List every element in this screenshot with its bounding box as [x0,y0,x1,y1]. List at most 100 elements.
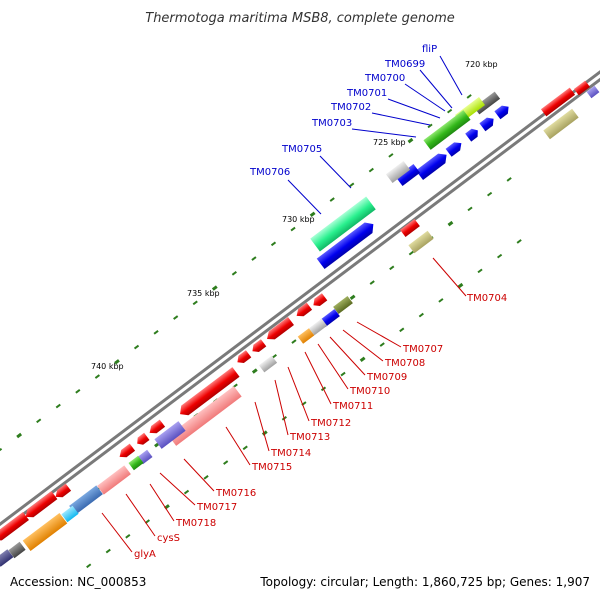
gene-label-tm0709[interactable]: TM0709 [366,372,407,383]
accession-label: Accession: NC_000853 [10,575,146,589]
leader-tm0700 [404,83,446,112]
gene-label-flip[interactable]: fliP [422,44,437,55]
feature-khaki-right[interactable] [543,108,579,140]
tick-mark [153,329,159,335]
gene-label-tm0711[interactable]: TM0711 [332,401,373,412]
feature-tm0717[interactable] [128,455,144,471]
feature-tm0704b[interactable] [408,230,434,254]
kbp-725: 725 kbp [373,138,406,147]
feature-red-g[interactable] [117,443,136,461]
feature-tm0718[interactable] [97,465,131,495]
feature-red-i[interactable] [23,491,58,521]
feature-tm0703b[interactable] [415,150,450,181]
tick-mark [309,211,316,218]
tick-mark [408,250,414,256]
tick-mark [291,339,297,344]
feature-red-e[interactable] [235,350,252,366]
feature-purple-right[interactable] [586,85,600,99]
feature-tm0707[interactable] [333,295,353,315]
gene-label-tm0716[interactable]: TM0716 [215,488,256,499]
feature-red-a[interactable] [311,293,328,309]
feature-red-d[interactable] [250,339,267,355]
tick-mark [231,271,237,276]
gene-label-tm0718[interactable]: TM0718 [175,518,216,529]
feature-tm0711[interactable] [258,355,278,373]
gene-label-tm0712[interactable]: TM0712 [310,418,351,429]
feature-navy-low[interactable] [0,549,14,567]
feature-tm0703[interactable] [445,139,465,157]
tick-mark [270,241,277,247]
feature-tm0704[interactable] [400,218,420,238]
map-title: Thermotoga maritima MSB8, complete genom… [145,11,454,26]
gene-label-tm0700[interactable]: TM0700 [364,73,405,84]
tick-mark [0,447,3,452]
feature-tm0712[interactable] [176,367,240,419]
gene-label-tm0707[interactable]: TM0707 [402,344,443,355]
tick-mark [389,265,395,271]
gene-label-tm0708[interactable]: TM0708 [384,358,425,369]
feature-tm0715[interactable] [147,419,166,437]
tick-mark [496,253,503,259]
tick-mark [447,220,454,227]
feature-tm0702[interactable] [465,126,481,142]
feature-tm0705[interactable] [385,160,411,184]
feature-cyan[interactable] [61,505,79,523]
feature-glya[interactable] [22,512,68,552]
feature-red-right-1[interactable] [540,87,576,117]
tick-mark [94,374,100,379]
gene-label-tm0704[interactable]: TM0704 [466,293,507,304]
tick-mark [251,368,258,374]
feature-tm0709[interactable] [308,318,328,336]
leader-glya [101,512,133,553]
gene-label-tm0715[interactable]: TM0715 [251,462,292,473]
tick-mark [75,388,81,394]
feature-tm0708[interactable] [320,308,340,328]
leader-tm0707 [356,321,402,348]
gene-label-cyss[interactable]: cysS [157,533,180,544]
feature-tm0713[interactable] [168,386,242,446]
tick-mark [251,256,257,261]
feature-red-j[interactable] [0,511,29,544]
tick-mark [242,445,248,451]
gene-label-glya[interactable]: glyA [134,549,156,560]
feature-tm0699[interactable] [423,110,471,150]
feature-tm0700[interactable] [494,103,511,120]
feature-red-f[interactable] [135,432,150,447]
feature-red-b[interactable] [294,302,313,320]
tick-mark [133,344,140,350]
feature-tm0710[interactable] [297,328,315,344]
feature-dark-low[interactable] [8,541,26,559]
feature-dark-gray[interactable] [473,91,501,115]
feature-tm0714[interactable] [154,421,186,449]
tick-mark [388,153,394,158]
tick-mark [477,268,483,274]
tick-mark [427,123,433,129]
gene-label-tm0701[interactable]: TM0701 [346,88,387,99]
feature-blue-small[interactable] [395,163,421,187]
gene-label-tm0699[interactable]: TM0699 [384,59,425,70]
feature-red-c[interactable] [264,316,294,343]
leader-tm0706 [287,179,322,215]
feature-red-h[interactable] [53,483,72,501]
gene-label-tm0713[interactable]: TM0713 [289,432,330,443]
tick-mark [466,94,472,99]
kbp-740: 740 kbp [91,362,124,371]
leader-tm0699 [419,69,453,109]
gene-label-tm0706[interactable]: TM0706 [249,167,290,178]
gene-label-tm0703[interactable]: TM0703 [311,118,352,129]
feature-tm0701[interactable] [479,115,496,132]
backbone [0,32,600,570]
gene-label-tm0717[interactable]: TM0717 [196,502,237,513]
leader-tm0702 [371,112,431,126]
tick-mark [486,191,493,197]
feature-tm0706[interactable] [310,196,376,252]
leader-tm0705 [319,155,352,189]
gene-label-tm0702[interactable]: TM0702 [330,102,371,113]
gene-label-tm0705[interactable]: TM0705 [281,144,322,155]
gene-label-tm0710[interactable]: TM0710 [349,386,390,397]
gene-label-tm0714[interactable]: TM0714 [270,448,311,459]
feature-tm0706b[interactable] [316,219,378,270]
feature-red-right-2[interactable] [574,80,590,96]
feature-cyss[interactable] [69,485,103,515]
